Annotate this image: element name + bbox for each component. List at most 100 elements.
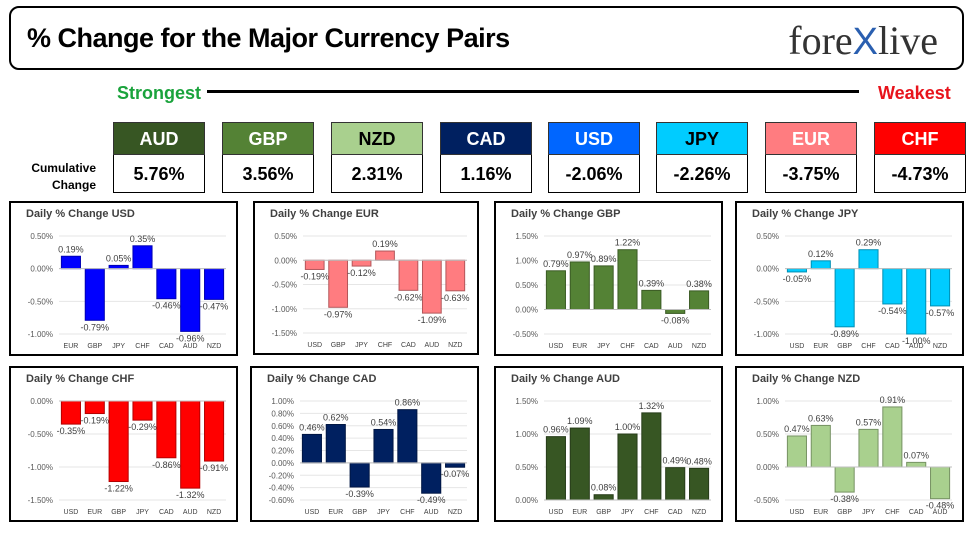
x-tick-label: CHF (135, 343, 149, 350)
data-label: 0.86% (395, 398, 421, 408)
forexlive-logo: foreXlive (788, 17, 938, 64)
data-label: -1.22% (104, 484, 133, 494)
data-label: -0.49% (417, 495, 446, 505)
y-tick-label: 0.50% (515, 463, 538, 472)
currency-tile-value: -2.06% (548, 155, 640, 193)
bar (641, 412, 662, 501)
bar (328, 259, 349, 308)
bar (617, 433, 638, 501)
strongest-label: Strongest (117, 83, 202, 103)
y-tick-label: 0.50% (756, 232, 779, 241)
x-tick-label: EUR (813, 509, 828, 516)
data-label: 0.35% (130, 234, 156, 244)
bar (373, 428, 394, 464)
y-tick-label: -1.00% (28, 330, 53, 339)
y-tick-label: 1.00% (515, 257, 538, 266)
y-tick-label: -1.50% (272, 329, 297, 338)
bar (786, 435, 807, 468)
currency-tile-value: 3.56% (222, 155, 314, 193)
y-tick-label: 0.60% (271, 422, 294, 431)
data-label: 0.05% (106, 253, 132, 263)
y-tick-label: 0.00% (756, 463, 779, 472)
data-label: -1.32% (176, 490, 205, 500)
x-tick-label: EUR (328, 509, 343, 516)
y-tick-label: -0.50% (754, 496, 779, 505)
bar (351, 259, 372, 267)
bar (397, 409, 418, 464)
bar (398, 259, 419, 291)
chart-title: Daily % Change AUD (511, 373, 621, 385)
x-tick-label: EUR (64, 343, 79, 350)
currency-tile-eur: EUR -3.75% (765, 122, 857, 195)
y-tick-label: -1.00% (28, 463, 53, 472)
currency-tile-value: 2.31% (331, 155, 423, 193)
y-tick-label: -0.50% (754, 297, 779, 306)
bar (810, 260, 831, 270)
currency-tile-name: GBP (222, 122, 314, 155)
data-label: 1.00% (615, 422, 641, 432)
currency-tile-name: CAD (440, 122, 532, 155)
currency-tile-name: CHF (874, 122, 966, 155)
bar (180, 400, 201, 489)
data-label: 0.08% (591, 483, 617, 493)
y-tick-label: 1.00% (515, 430, 538, 439)
y-tick-label: -0.50% (28, 430, 53, 439)
data-label: -0.57% (926, 308, 955, 318)
data-label: 0.97% (567, 250, 593, 260)
x-tick-label: NZD (933, 343, 947, 350)
bar (689, 290, 710, 310)
x-tick-label: NZD (692, 343, 706, 350)
x-tick-label: JPY (112, 343, 125, 350)
x-tick-label: JPY (355, 342, 368, 349)
x-tick-label: AUD (668, 343, 683, 350)
data-label: 0.54% (371, 417, 397, 427)
bar (858, 249, 879, 270)
chart-title: Daily % Change CHF (26, 373, 135, 385)
page-title: % Change for the Major Currency Pairs (27, 23, 510, 53)
data-label: 0.89% (591, 254, 617, 264)
x-tick-label: NZD (448, 342, 462, 349)
bar (445, 462, 466, 468)
x-tick-label: JPY (377, 509, 390, 516)
x-tick-label: GBP (111, 509, 126, 516)
data-label: -0.63% (441, 293, 470, 303)
currency-tile-gbp: GBP 3.56% (222, 122, 314, 195)
chart-title: Daily % Change NZD (752, 373, 861, 385)
bar (882, 406, 903, 468)
bar (60, 400, 81, 425)
bar-chart: 1.00% 0.80% 0.60% 0.40% 0.20% 0.00% -0.20% -0.4… (269, 397, 470, 516)
bar (930, 466, 951, 500)
chart-panel-4: Daily % Change JPY 0.50% 0.00% -0.50% -1.00%… (735, 201, 964, 356)
logo-mark: X (852, 21, 879, 63)
bar (617, 249, 638, 310)
bar (180, 268, 201, 332)
currency-tile-value: -4.73% (874, 155, 966, 193)
x-tick-label: USD (307, 342, 322, 349)
logo-text-right: live (878, 18, 938, 63)
bar (445, 259, 466, 292)
x-tick-label: AUD (183, 343, 198, 350)
bar-chart: 0.50% 0.00% -0.50% -1.00% -1.50% -0.19% USD -0.… (272, 232, 470, 349)
data-label: -0.47% (200, 301, 229, 311)
data-label: -0.08% (661, 315, 690, 325)
currency-tile-value: -3.75% (765, 155, 857, 193)
x-tick-label: AUD (424, 509, 439, 516)
data-label: 0.12% (808, 249, 834, 259)
y-tick-label: 0.80% (271, 409, 294, 418)
x-tick-label: JPY (597, 343, 610, 350)
bar (858, 428, 879, 468)
chart-panel-2: Daily % Change EUR 0.50% 0.00% -0.50% -1.00%… (253, 201, 479, 355)
currency-tile-nzd: NZD 2.31% (331, 122, 423, 195)
currency-tile-cad: CAD 1.16% (440, 122, 532, 195)
x-tick-label: EUR (572, 343, 587, 350)
data-label: 0.19% (58, 244, 84, 254)
bar (421, 259, 442, 314)
data-label: -0.48% (926, 501, 955, 511)
data-label: -0.89% (830, 329, 859, 339)
x-tick-label: NZD (692, 509, 706, 516)
x-tick-label: USD (549, 343, 564, 350)
y-tick-label: 1.50% (515, 397, 538, 406)
data-label: 0.79% (543, 259, 569, 269)
data-label: -0.07% (441, 469, 470, 479)
weakest-label: Weakest (878, 83, 951, 103)
